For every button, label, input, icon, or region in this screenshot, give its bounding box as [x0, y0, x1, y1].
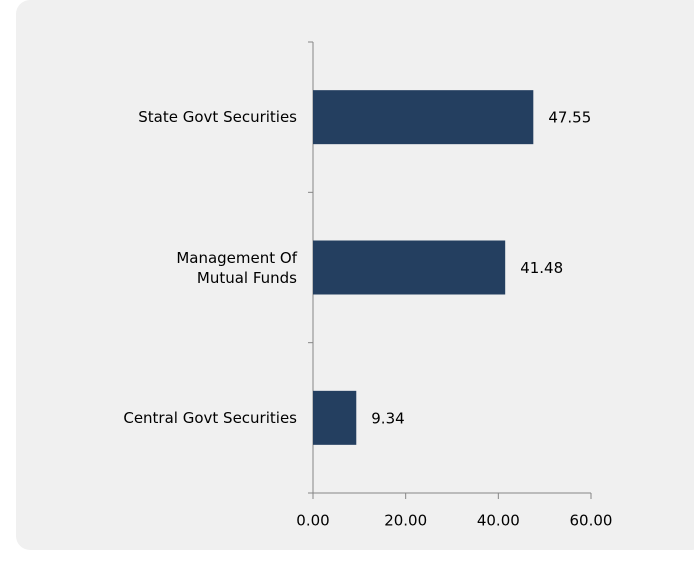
- x-tick-label: 0.00: [296, 512, 329, 530]
- y-tick-label: Central Govt Securities: [123, 408, 297, 427]
- bar: [313, 90, 534, 145]
- x-tick-label: 60.00: [570, 512, 613, 530]
- x-tick-label: 20.00: [384, 512, 427, 530]
- value-label: 41.48: [520, 259, 563, 277]
- y-tick-label: Management Of Mutual Funds: [176, 248, 297, 287]
- x-tick-label: 40.00: [477, 512, 520, 530]
- value-label: 47.55: [548, 109, 591, 127]
- bar: [313, 390, 357, 445]
- value-label: 9.34: [371, 409, 404, 427]
- y-tick-label: State Govt Securities: [138, 108, 297, 127]
- bar: [313, 240, 506, 295]
